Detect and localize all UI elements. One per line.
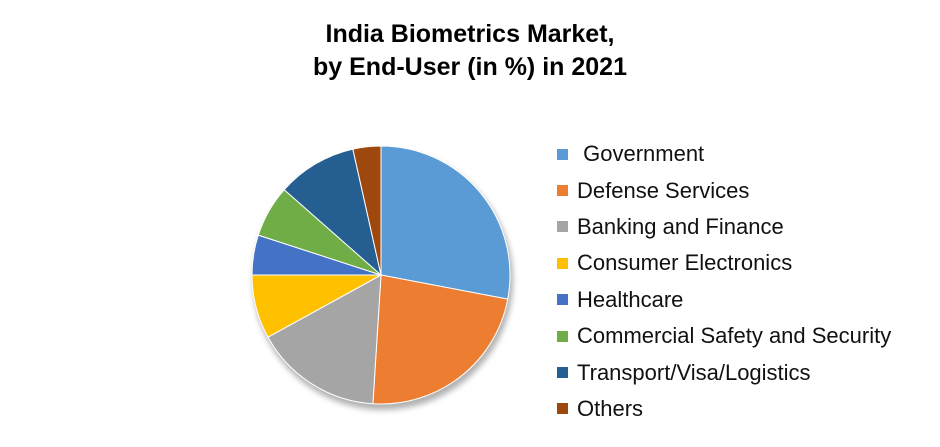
pie-slice-0 [380,145,511,300]
legend-label: Commercial Safety and Security [577,323,892,349]
legend-label: Banking and Finance [577,213,784,239]
legend-swatch [557,403,568,415]
legend-label: Others [577,395,644,421]
legend-item: Others [557,391,891,427]
legend-swatch [557,330,568,342]
legend-swatch [557,185,568,197]
legend-label: Healthcare [577,286,684,312]
legend-label: Transport/Visa/Logistics [577,359,811,385]
chart-title-line2: by End-User (in %) in 2021 [313,53,627,81]
legend-item: Defense Services [557,172,891,208]
chart-title-line1: India Biometrics Market, [325,20,615,48]
legend-item: Healthcare [557,282,891,318]
legend-label: Consumer Electronics [577,250,793,276]
pie-slice-7 [352,145,382,276]
legend-item: Banking and Finance [557,209,891,245]
legend-label: Defense Services [577,177,750,203]
pie-slice-1 [372,274,509,405]
legend-item: Transport/Visa/Logistics [557,354,891,390]
chart-title: India Biometrics Market, by End-User (in… [0,18,940,84]
legend-swatch [557,221,568,233]
legend-label: Government [577,141,705,167]
legend-swatch [557,257,568,269]
legend-swatch [557,367,568,379]
pie-slice-6 [283,148,382,277]
legend-item: Government [557,136,891,172]
chart-legend: Government Defense Services Banking and Fi… [557,136,891,427]
pie-slice-2 [267,274,382,405]
legend-swatch [557,148,568,160]
legend-swatch [557,294,568,306]
legend-item: Consumer Electronics [557,245,891,281]
legend-item: Commercial Safety and Security [557,318,891,354]
